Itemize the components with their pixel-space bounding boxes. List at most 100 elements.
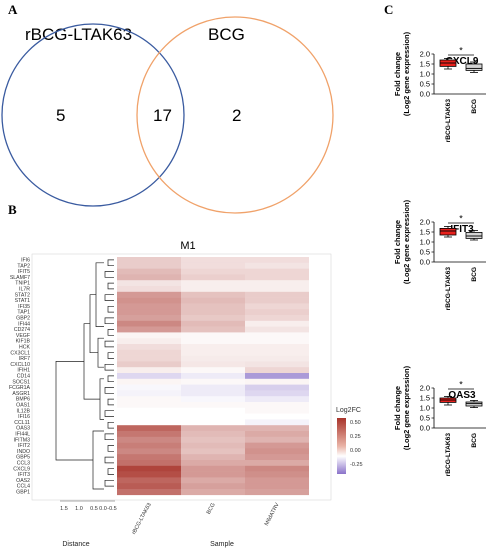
heatmap-cell	[117, 489, 181, 496]
heatmap-cell	[181, 471, 245, 478]
dendrogram-tick: -0.5	[107, 506, 116, 512]
y-tick-label: 1.0	[420, 70, 430, 79]
heatmap-cell	[181, 442, 245, 449]
venn-left-circle	[1, 23, 185, 207]
heatmap-cell	[245, 378, 309, 385]
heatmap-cell	[117, 436, 181, 443]
heatmap-cell	[245, 448, 309, 455]
heatmap-cell	[117, 349, 181, 356]
y-axis-title-line2: (Log2 gene expression)	[402, 199, 411, 284]
y-tick-label: 0.5	[420, 414, 430, 423]
dendrogram-branch	[104, 271, 114, 278]
heatmap-cell	[117, 454, 181, 461]
venn-overlap-count: 17	[153, 106, 172, 125]
heatmap-cell	[117, 361, 181, 368]
gene-label: CD14	[17, 374, 30, 380]
heatmap-cells	[117, 257, 309, 496]
heatmap-cell	[245, 396, 309, 403]
dendrogram-axis-title: Distance	[62, 541, 89, 548]
gene-label: CX3CL1	[10, 350, 30, 356]
heatmap-cell	[181, 367, 245, 374]
heatmap-cell	[181, 309, 245, 316]
heatmap-title: M1	[180, 240, 195, 252]
y-tick-label: 1.5	[420, 60, 430, 69]
heatmap-cell	[117, 355, 181, 362]
gene-label: STAT1	[15, 298, 30, 304]
heatmap-cell	[245, 315, 309, 322]
gene-label: ASGR1	[12, 391, 30, 397]
heatmap-cell	[117, 274, 181, 281]
heatmap-cell	[245, 355, 309, 362]
heatmap-cell	[245, 349, 309, 356]
heatmap-cell	[245, 471, 309, 478]
heatmap-cell	[117, 384, 181, 391]
dendrogram-tick: 1.5	[60, 506, 68, 512]
heatmap-cell	[117, 460, 181, 467]
heatmap-cell	[181, 402, 245, 409]
heatmap-cell	[117, 483, 181, 490]
heatmap-cell	[117, 373, 181, 380]
heatmap-cell	[245, 489, 309, 496]
heatmap-cell	[181, 303, 245, 310]
legend-tick-025: 0.25	[350, 434, 361, 440]
heatmap-cell	[245, 291, 309, 298]
gene-label: IRF7	[19, 356, 30, 362]
sample-labels: rBCG-LTAK63 BCG M6dATRV	[131, 502, 281, 536]
heatmap-cell	[181, 280, 245, 287]
dendrogram-branch	[104, 387, 114, 394]
venn-right-only-count: 2	[232, 106, 241, 125]
y-tick-label: 2.0	[420, 384, 430, 393]
heatmap-cell	[181, 332, 245, 339]
heatmap-cell	[181, 291, 245, 298]
dendrogram-branch	[99, 378, 104, 420]
heatmap-cell	[181, 338, 245, 345]
heatmap-cell	[181, 349, 245, 356]
heatmap-cell	[181, 483, 245, 490]
heatmap-cell	[181, 413, 245, 420]
dendrogram-branch	[107, 305, 114, 313]
heatmap-cell	[117, 326, 181, 333]
box-rbcg	[439, 227, 457, 236]
heatmap-cell	[181, 384, 245, 391]
dendrogram-branch	[107, 421, 114, 429]
gene-label: GBP1	[16, 490, 30, 496]
heatmap-cell	[181, 257, 245, 264]
heatmap-cell	[181, 477, 245, 484]
heatmap-x-axis-title: Sample	[210, 541, 234, 548]
heatmap-cell	[117, 390, 181, 397]
heatmap-cell	[245, 384, 309, 391]
gene-label: VEGF	[16, 333, 30, 339]
box-bcg	[465, 231, 483, 239]
gene-label: CCL3	[17, 461, 30, 467]
significance-star: *	[459, 380, 463, 390]
boxplot-oas3: OAS3 2.01.51.00.50.0 Fold change (Log2 gene…	[393, 365, 486, 476]
dendrogram-branch	[95, 262, 104, 327]
heatmap-cell	[117, 303, 181, 310]
heatmap-cell	[181, 390, 245, 397]
y-tick-label: 2.0	[420, 50, 430, 59]
boxplot-title: IFIT3	[450, 224, 474, 235]
gene-label: IFI35	[18, 304, 30, 310]
heatmap-cell	[117, 280, 181, 287]
heatmap-cell	[181, 489, 245, 496]
gene-label: CCL4	[17, 484, 30, 490]
sample-label: BCG	[206, 502, 217, 515]
heatmap-cell	[245, 320, 309, 327]
heatmap-frame	[31, 253, 332, 501]
legend-tick-000: 0.00	[350, 448, 361, 454]
heatmap-cell	[117, 442, 181, 449]
heatmap-cell	[117, 413, 181, 420]
gene-label: CD274	[14, 327, 30, 333]
heatmap-cell	[245, 297, 309, 304]
gene-label: CXCL9	[13, 466, 30, 472]
y-axis-title-line2: (Log2 gene expression)	[402, 365, 411, 450]
heatmap-cell	[117, 402, 181, 409]
heatmap-cell	[117, 477, 181, 484]
category-label: BCG	[471, 267, 478, 282]
heatmap-cell	[117, 268, 181, 275]
heatmap-cell	[181, 454, 245, 461]
gene-label: IFIT2	[18, 443, 30, 449]
legend-colorbar	[337, 418, 346, 474]
